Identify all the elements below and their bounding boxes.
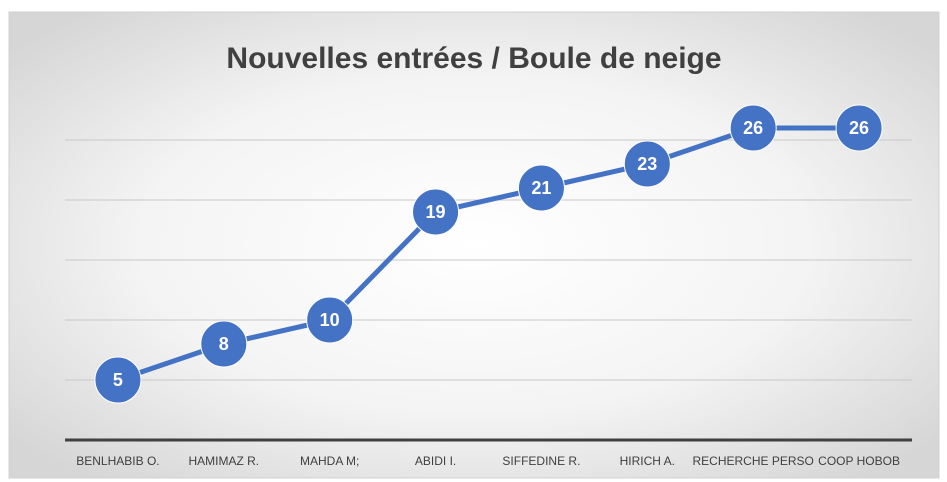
point: [517, 164, 565, 212]
data-label: 5: [113, 370, 123, 390]
data-label: 10: [320, 310, 340, 330]
data-label: 26: [849, 118, 869, 138]
data-label: 19: [426, 202, 446, 222]
x-tick-label: SIFFEDINE R.: [502, 454, 580, 468]
data-label: 23: [637, 154, 657, 174]
point: [835, 104, 883, 152]
point: [412, 188, 460, 236]
data-label: 8: [219, 334, 229, 354]
x-tick-label: RECHERCHE PERSO: [693, 454, 814, 468]
x-tick-label: HIRICH A.: [620, 454, 675, 468]
x-tick-label: BENLHABIB O.: [76, 454, 159, 468]
data-label: 26: [743, 118, 763, 138]
x-tick-label: MAHDA M;: [300, 454, 359, 468]
x-tick-label: COOP HOBOB: [818, 454, 900, 468]
point: [200, 320, 248, 368]
point: [94, 356, 142, 404]
chart-background: [8, 11, 940, 479]
point: [623, 140, 671, 188]
x-tick-label: HAMIMAZ R.: [188, 454, 259, 468]
point: [729, 104, 777, 152]
x-tick-label: ABIDI I.: [415, 454, 456, 468]
point: [306, 296, 354, 344]
chart-title: Nouvelles entrées / Boule de neige: [226, 42, 721, 75]
data-label: 21: [531, 178, 551, 198]
